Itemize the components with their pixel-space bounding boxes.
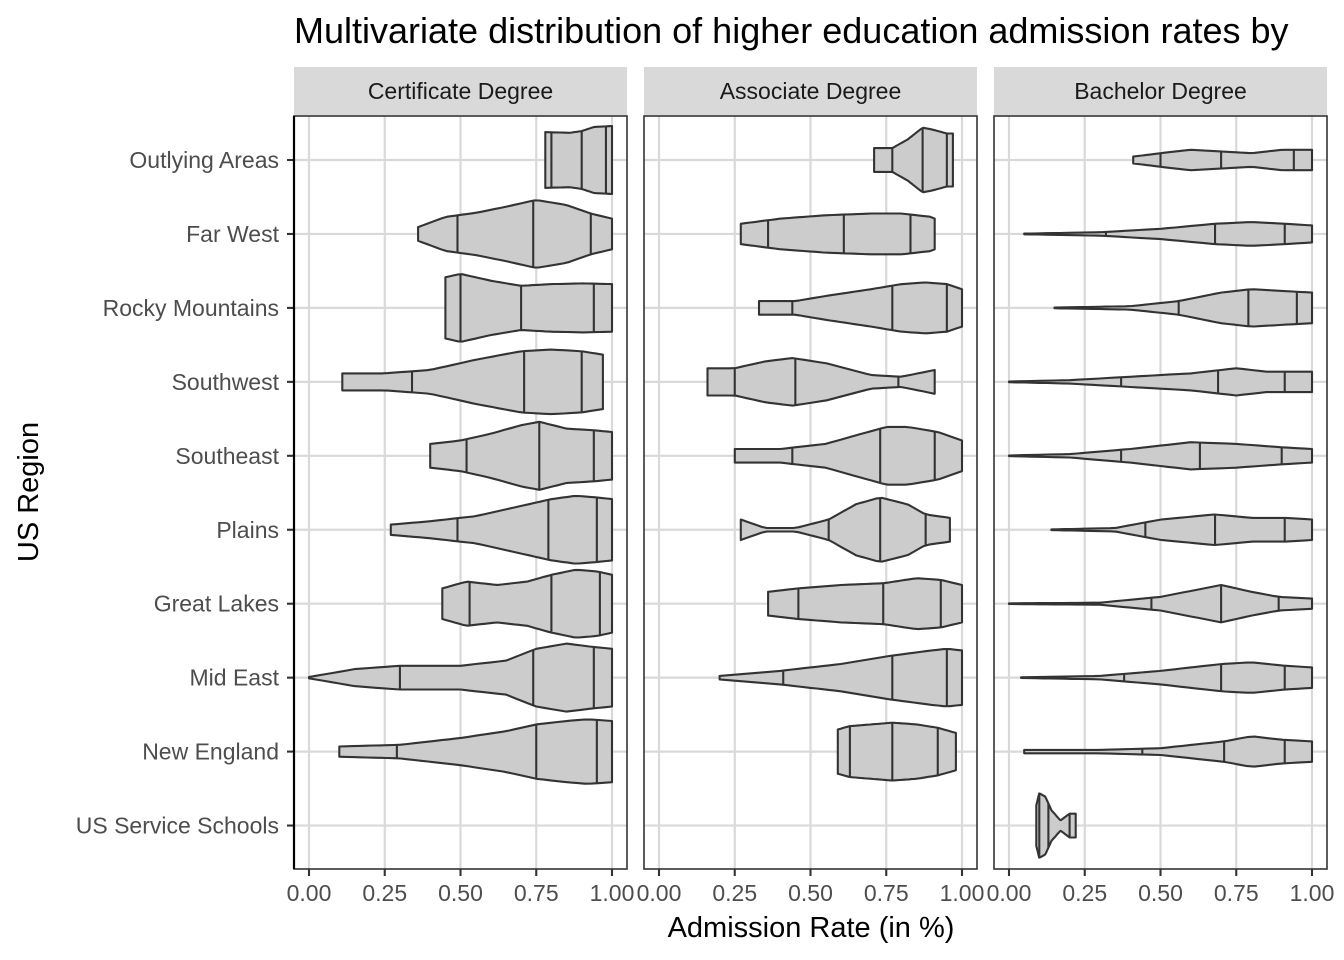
y-axis-title: US Region <box>13 422 45 562</box>
violin <box>1050 513 1314 547</box>
violin <box>706 357 936 407</box>
violin <box>739 496 951 563</box>
violin-body <box>733 425 964 486</box>
violin <box>767 577 964 631</box>
x-tick-label: 0.50 <box>1138 880 1183 906</box>
violin <box>441 568 614 639</box>
violin-body <box>1007 367 1314 397</box>
violin-body <box>338 718 614 785</box>
violin-body <box>307 642 614 713</box>
y-tick-label: Great Lakes <box>154 591 279 617</box>
violin-body <box>706 357 936 407</box>
violin <box>1023 221 1314 247</box>
facet-panel: Associate Degree 0.00 0.25 0.50 0.75 1.00 <box>637 67 985 906</box>
x-tick-label: 1.00 <box>590 880 635 906</box>
y-tick-label: Plains <box>216 517 279 543</box>
violin <box>338 718 614 785</box>
x-tick-label: 0.25 <box>1062 880 1107 906</box>
x-tick-label: 0.00 <box>637 880 682 906</box>
facet-panel: Bachelor Degree 0.00 0.25 0.50 0.75 1.00 <box>987 67 1335 906</box>
y-tick-label: Southeast <box>175 443 279 469</box>
y-tick-label: Southwest <box>172 369 280 395</box>
violin-body <box>444 273 614 343</box>
y-tick-label: Rocky Mountains <box>103 295 279 321</box>
x-tick-label: 0.75 <box>514 880 559 906</box>
violin-body <box>873 126 954 194</box>
violin-body <box>417 199 614 269</box>
violin <box>836 721 957 782</box>
violin-body <box>836 721 957 782</box>
x-tick-label: 1.00 <box>1290 880 1335 906</box>
violin <box>1053 288 1314 328</box>
violin-body <box>718 648 964 708</box>
violin <box>1023 735 1314 768</box>
violin <box>1035 792 1077 859</box>
y-tick-label: Mid East <box>190 665 280 691</box>
x-tick-label: 1.00 <box>940 880 985 906</box>
violin-body <box>767 577 964 631</box>
violin-body <box>341 348 604 416</box>
violin-body <box>441 568 614 639</box>
violin <box>1007 367 1314 397</box>
violin-body <box>1132 148 1314 172</box>
facet-strip <box>294 67 627 115</box>
facet-strip-label: Associate Degree <box>720 78 902 104</box>
violin <box>389 494 614 565</box>
y-tick-label: Far West <box>186 221 279 247</box>
facet-strip <box>994 67 1327 115</box>
x-tick-label: 0.75 <box>864 880 909 906</box>
violin-body <box>1053 288 1314 328</box>
violin <box>1007 583 1314 624</box>
violin <box>1007 441 1314 471</box>
x-tick-label: 0.00 <box>987 880 1032 906</box>
x-tick-label: 0.00 <box>287 880 332 906</box>
x-tick-label: 0.25 <box>712 880 757 906</box>
y-tick-label: Outlying Areas <box>129 147 279 173</box>
violin <box>429 420 614 491</box>
chart-title: Multivariate distribution of higher educ… <box>294 10 1289 51</box>
violin <box>1132 148 1314 172</box>
facet-strip-label: Certificate Degree <box>368 78 553 104</box>
violin <box>544 124 614 196</box>
x-tick-label: 0.50 <box>438 880 483 906</box>
violin-body <box>1050 513 1314 547</box>
x-tick-label: 0.50 <box>788 880 833 906</box>
violin-body <box>739 496 951 563</box>
violin <box>757 281 964 335</box>
violin-body <box>1020 661 1314 694</box>
violin <box>718 648 964 708</box>
x-tick-label: 0.25 <box>362 880 407 906</box>
violin-body <box>739 212 936 256</box>
violin <box>739 212 936 256</box>
violin <box>341 348 604 416</box>
violin <box>1020 661 1314 694</box>
violin-body <box>429 420 614 491</box>
facet-strip <box>644 67 977 115</box>
violin-body <box>389 494 614 565</box>
y-tick-label: New England <box>142 739 279 765</box>
violin-body <box>544 124 614 196</box>
y-tick-label: US Service Schools <box>76 813 279 839</box>
violin <box>444 273 614 343</box>
violin-body <box>1023 735 1314 768</box>
violin <box>417 199 614 269</box>
violin-body <box>757 281 964 335</box>
facet-panel: Certificate Degree 0.00 0.25 0.50 0.75 1.00 <box>287 67 635 906</box>
violin <box>873 126 954 194</box>
y-axis-labels: Outlying Areas Far West Rocky Mountains Sou… <box>76 147 294 839</box>
violin-body <box>1023 221 1314 247</box>
violin <box>733 425 964 486</box>
violin-body <box>1007 441 1314 471</box>
x-tick-label: 0.75 <box>1214 880 1259 906</box>
x-axis-title: Admission Rate (in %) <box>668 912 955 944</box>
facet-strip-label: Bachelor Degree <box>1074 78 1247 104</box>
violin <box>307 642 614 713</box>
violin-body <box>1007 583 1314 624</box>
